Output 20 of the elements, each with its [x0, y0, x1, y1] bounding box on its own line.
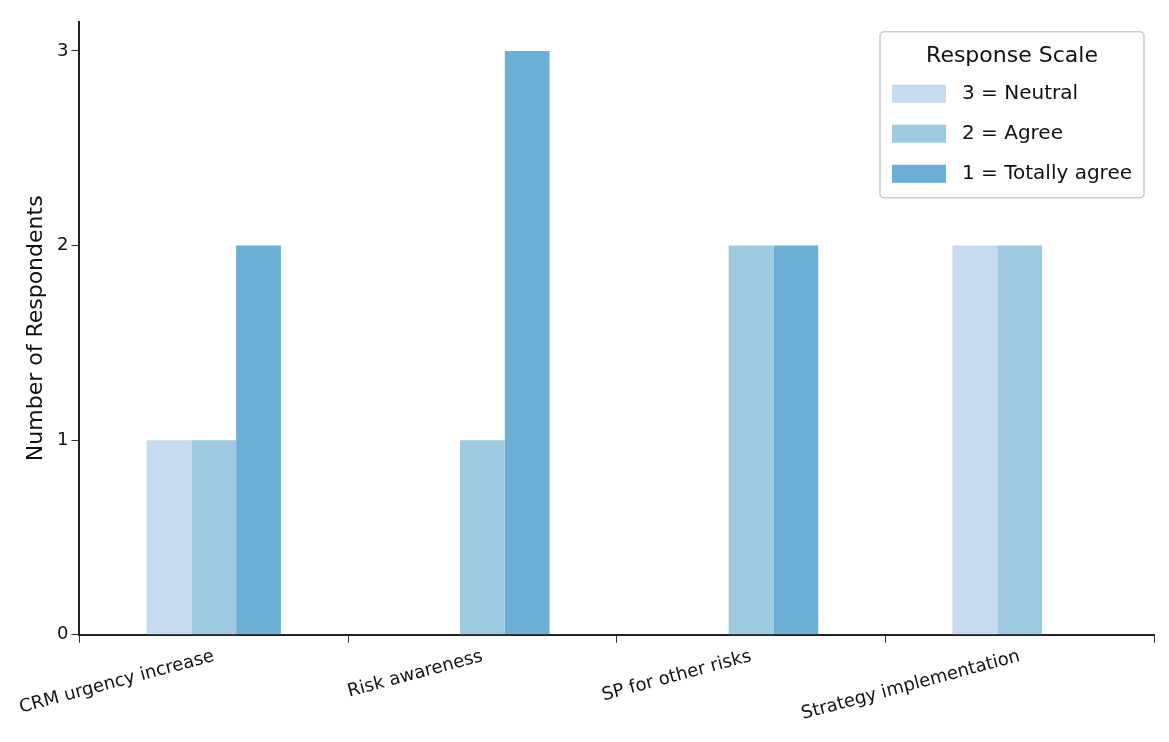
- x-tick-label: SP for other risks: [599, 644, 754, 705]
- y-tick-label: 1: [56, 427, 69, 449]
- legend-title: Response Scale: [926, 41, 1098, 67]
- y-tick-label: 2: [56, 233, 69, 255]
- bar: [728, 245, 774, 635]
- y-tick-label: 3: [56, 38, 69, 60]
- bar: [773, 245, 819, 635]
- legend-label: 1 = Totally agree: [962, 160, 1132, 184]
- bar: [460, 440, 505, 635]
- bar: [952, 245, 998, 635]
- bar: [236, 245, 281, 635]
- bar: [146, 440, 192, 635]
- bar: [504, 50, 550, 635]
- y-axis-title: Number of Respondents: [22, 195, 48, 462]
- x-tick-label: CRM urgency increase: [16, 644, 216, 717]
- y-tick-label: 0: [56, 622, 69, 644]
- legend-label: 2 = Agree: [962, 120, 1063, 144]
- bar: [997, 245, 1043, 635]
- bar: [191, 440, 237, 635]
- legend-label: 3 = Neutral: [962, 80, 1079, 104]
